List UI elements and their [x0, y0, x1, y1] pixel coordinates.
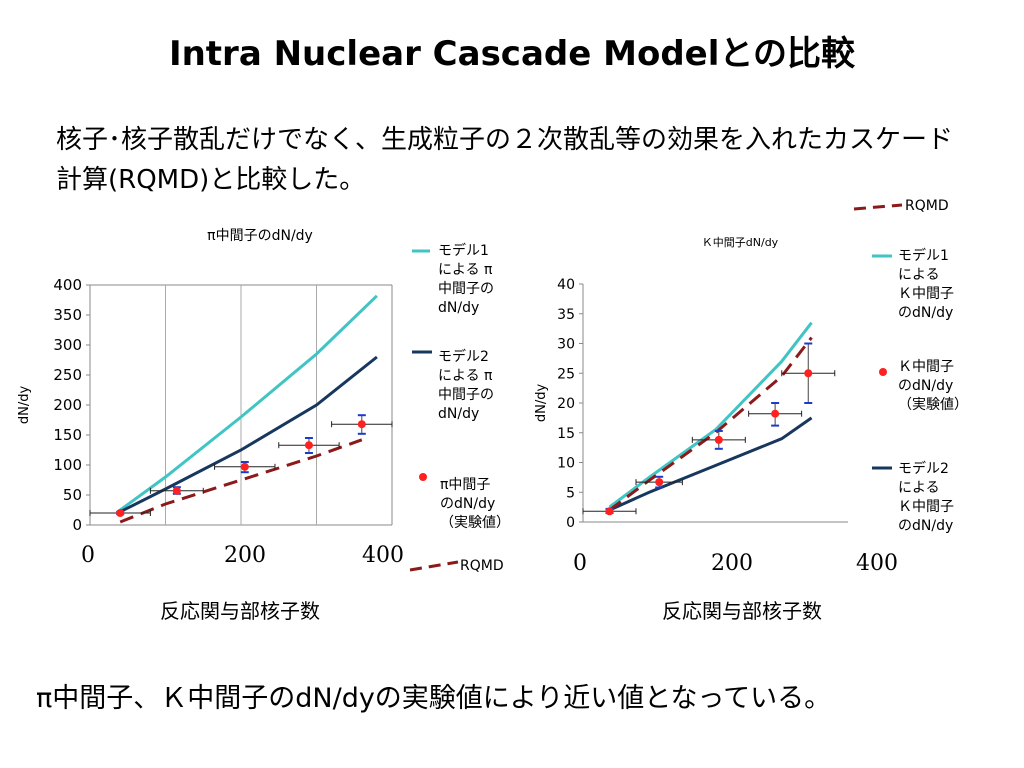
k-y-tick-label: 25: [557, 366, 575, 382]
pi-series-model2-line: [119, 355, 378, 514]
pi-legend-data-line: のdN/dy: [440, 496, 496, 512]
k-data-point: [771, 409, 780, 418]
pi-legend-data-line: （実験値）: [440, 515, 510, 531]
pi-y-tick-label: 0: [72, 516, 82, 534]
k-legend-data-swatch: [879, 368, 887, 376]
k-x-axis-label: 反応関与部核子数: [662, 599, 822, 623]
pi-legend-model1-line: モデル1: [438, 243, 489, 259]
k-legend-data-line: のdN/dy: [898, 378, 954, 394]
k-legend-data-line: （実験値）: [898, 397, 968, 413]
pi-x-tick-label: 200: [224, 543, 266, 568]
k-y-tick-label: 0: [566, 515, 575, 531]
k-legend-rqmd: RQMD: [905, 197, 949, 216]
pi-legend-model1-line: による π: [438, 262, 493, 278]
k-y-tick-label: 15: [557, 426, 575, 442]
pi-x-tick-label: 400: [362, 543, 404, 568]
pi-legend-data-swatch: [419, 473, 427, 481]
pi-y-tick-label: 350: [53, 306, 82, 324]
k-legend-model2-line: Ｋ中間子: [898, 499, 954, 515]
pi-legend-model1-line: dN/dy: [438, 300, 480, 316]
pi-legend-rqmd: RQMD: [460, 557, 504, 576]
k-y-tick-label: 40: [557, 277, 575, 293]
k-x-tick-label: 200: [711, 551, 753, 576]
k-y-tick-label: 35: [557, 307, 575, 323]
k-legend-data-line: Ｋ中間子: [898, 359, 954, 375]
pi-legend-model2-line: dN/dy: [438, 406, 480, 422]
slide-title: Intra Nuclear Cascade Modelとの比較: [168, 34, 856, 74]
pi-chart-title: π中間子のdN/dy: [207, 228, 313, 244]
pi-x-tick-label: 0: [81, 543, 95, 568]
k-legend-rqmd-swatch: [853, 203, 903, 211]
k-legend-data: Ｋ中間子のdN/dy （実験値）: [898, 358, 968, 415]
pi-legend-model1: モデル1 による π 中間子の dN/dy: [438, 242, 494, 318]
k-data-point: [605, 507, 614, 516]
pi-data-point: [357, 420, 366, 429]
conclusion-text: π中間子、Ｋ中間子のdN/dyの実験値により近い値となっている。: [36, 683, 832, 714]
k-legend-model1-line: のdN/dy: [898, 305, 954, 321]
k-data-point: [804, 369, 813, 378]
k-y-tick-label: 20: [557, 396, 575, 412]
pi-y-tick-label: 100: [53, 456, 82, 474]
pi-legend-model2-line: 中間子の: [438, 387, 494, 403]
pi-legend-model1-line: 中間子の: [438, 281, 494, 297]
pi-data-point: [240, 462, 249, 471]
k-legend-model2-line: モデル2: [898, 461, 949, 477]
pi-legend-model2-line: による π: [438, 368, 493, 384]
pi-x-axis-label: 反応関与部核子数: [160, 599, 320, 623]
k-y-tick-label: 5: [566, 485, 575, 501]
pi-legend-data: π中間子のdN/dy （実験値）: [440, 476, 510, 533]
k-y-tick-label: 30: [557, 337, 575, 353]
k-series-model2-line: [608, 416, 813, 512]
pi-y-tick-label: 250: [53, 366, 82, 384]
pi-y-tick-label: 150: [53, 426, 82, 444]
k-x-tick-label: 0: [573, 551, 587, 576]
k-legend-rqmd-line: RQMD: [905, 198, 949, 214]
pi-y-tick-label: 50: [63, 486, 82, 504]
k-legend-model1-line: Ｋ中間子: [898, 286, 954, 302]
pi-legend-model2-line: モデル2: [438, 349, 489, 365]
k-series-rqmd-line: [608, 336, 813, 512]
pi-data-point: [304, 441, 313, 450]
intro-text: 核子･核子散乱だけでなく、生成粒子の２次散乱等の効果を入れたカスケード計算(RQ…: [56, 125, 954, 195]
pi-y-tick-label: 200: [53, 396, 82, 414]
k-legend-model1-line: モデル1: [898, 248, 949, 264]
k-legend-model2: モデル2 による Ｋ中間子のdN/dy: [898, 460, 954, 536]
k-data-point: [655, 478, 664, 487]
k-data-point: [714, 435, 723, 444]
k-y-tick-label: 10: [557, 456, 575, 472]
k-y-axis-label: dN/dy: [534, 384, 549, 423]
k-legend-model1-line: による: [898, 267, 940, 283]
k-legend-model2-line: のdN/dy: [898, 518, 954, 534]
k-chart-title: Ｋ中間子dN/dy: [702, 236, 779, 249]
pi-data-point: [116, 509, 125, 517]
pi-legend-data-line: π中間子: [440, 477, 491, 493]
pi-legend-rqmd-line: RQMD: [460, 558, 504, 574]
k-x-tick-label: 400: [856, 551, 898, 576]
pi-legend-rqmd-swatch: [409, 560, 459, 572]
pi-legend-model2: モデル2 による π 中間子の dN/dy: [438, 348, 494, 424]
k-legend-model1: モデル1 による Ｋ中間子のdN/dy: [898, 247, 954, 323]
k-legend-model2-line: による: [898, 480, 940, 496]
pi-y-tick-label: 300: [53, 336, 82, 354]
pi-y-tick-label: 400: [53, 276, 82, 294]
pi-y-axis-label: dN/dy: [17, 386, 32, 425]
k-series-model1-line: [608, 321, 813, 509]
pi-data-point: [172, 486, 181, 495]
